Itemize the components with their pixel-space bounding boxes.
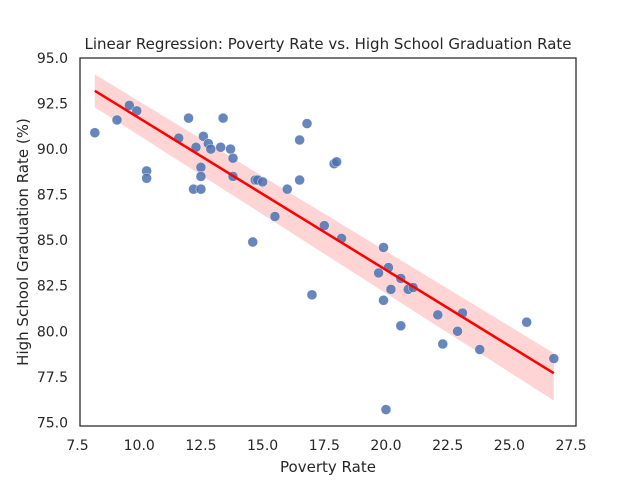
data-point	[111, 114, 123, 126]
data-point	[195, 183, 207, 195]
y-axis-title: High School Graduation Rate (%)	[14, 118, 32, 366]
x-axis-title: Poverty Rate	[280, 458, 376, 476]
data-point	[385, 284, 397, 295]
data-point	[198, 131, 209, 142]
data-point	[380, 404, 392, 415]
y-tick-label: 75.0	[37, 415, 68, 431]
y-tick-label: 77.5	[37, 370, 68, 386]
y-tick-label: 87.5	[37, 188, 68, 204]
data-point	[227, 152, 239, 164]
data-point	[294, 174, 305, 186]
data-point	[437, 338, 448, 350]
y-tick-label: 92.5	[37, 97, 68, 113]
data-point	[373, 267, 384, 279]
data-point	[294, 134, 305, 146]
data-point	[548, 353, 559, 364]
y-tick-label: 95.0	[37, 51, 68, 67]
x-tick-label: 27.5	[555, 438, 586, 454]
y-axis-ticks: 75.0 77.5 80.0 82.5 85.0 87.5 90.0 92.5 95.0	[37, 51, 68, 431]
data-point	[301, 118, 313, 129]
data-point	[378, 295, 389, 306]
y-tick-label: 82.5	[37, 279, 68, 295]
data-point	[217, 112, 229, 124]
chart-title: Linear Regression: Poverty Rate vs. High…	[84, 35, 571, 53]
plot-frame	[79, 57, 577, 427]
x-tick-label: 15.0	[247, 438, 278, 454]
x-axis-ticks: 7.5 10.0 12.5 15.0 17.5 20.0 22.5 25.0 27.5	[66, 438, 586, 454]
data-point	[205, 143, 216, 155]
data-point	[282, 183, 293, 195]
x-tick-label: 12.5	[185, 438, 216, 454]
x-tick-label: 7.5	[66, 438, 88, 454]
data-point	[215, 142, 226, 153]
data-point	[183, 112, 194, 124]
data-point	[331, 156, 342, 168]
data-point	[141, 173, 152, 184]
data-point	[521, 316, 532, 328]
data-point	[306, 289, 318, 301]
data-point	[395, 320, 406, 331]
confidence-band	[94, 74, 554, 401]
x-tick-label: 17.5	[309, 438, 340, 454]
y-tick-label: 85.0	[37, 233, 68, 249]
y-tick-label: 80.0	[37, 324, 68, 340]
x-tick-label: 10.0	[124, 438, 155, 454]
data-point	[432, 309, 444, 321]
data-point	[124, 100, 135, 111]
regression-line	[94, 89, 555, 375]
data-point	[195, 171, 207, 182]
x-tick-label: 25.0	[494, 438, 525, 454]
data-point	[474, 344, 485, 355]
data-point	[378, 242, 389, 253]
data-point	[247, 236, 258, 248]
y-tick-label: 90.0	[37, 142, 68, 158]
data-point	[89, 127, 101, 138]
data-point	[452, 326, 463, 337]
data-point	[257, 176, 268, 188]
plot-area	[89, 74, 559, 415]
data-point	[225, 143, 236, 155]
data-point	[269, 211, 281, 222]
data-point	[195, 162, 207, 173]
x-tick-label: 22.5	[432, 438, 463, 454]
x-tick-label: 20.0	[370, 438, 401, 454]
